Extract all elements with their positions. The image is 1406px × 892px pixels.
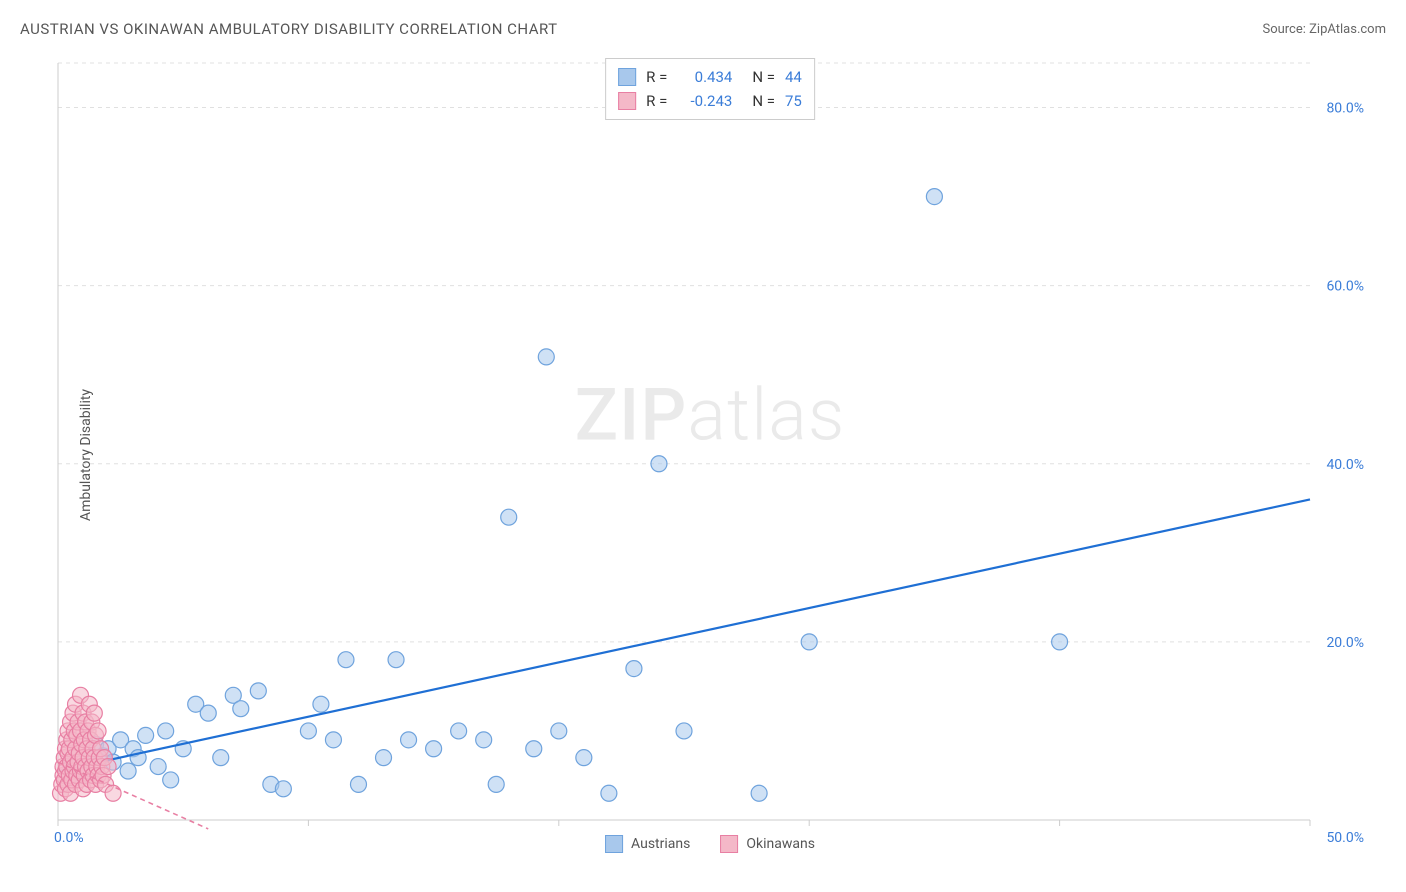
legend-label: Austrians: [631, 836, 690, 852]
data-point: [488, 776, 504, 792]
svg-text:0.0%: 0.0%: [54, 830, 84, 846]
n-value: 75: [785, 89, 802, 113]
data-point: [576, 750, 592, 766]
data-point: [801, 634, 817, 650]
r-value: -0.243: [677, 89, 732, 113]
data-point: [501, 509, 517, 525]
data-point: [120, 763, 136, 779]
data-point: [300, 723, 316, 739]
series-legend: Austrians Okinawans: [605, 835, 815, 853]
data-point: [451, 723, 467, 739]
data-point: [651, 456, 667, 472]
data-point: [313, 696, 329, 712]
n-value: 44: [785, 65, 802, 89]
data-point: [388, 652, 404, 668]
r-label: R =: [646, 89, 667, 113]
data-point: [601, 785, 617, 801]
source-attribution: Source: ZipAtlas.com: [1262, 22, 1386, 37]
stats-row: R = 0.434 N = 44: [618, 65, 802, 89]
data-point: [138, 727, 154, 743]
data-point: [676, 723, 692, 739]
data-point: [350, 776, 366, 792]
svg-text:60.0%: 60.0%: [1326, 279, 1364, 295]
data-point: [100, 759, 116, 775]
legend-swatch: [618, 68, 636, 86]
svg-text:50.0%: 50.0%: [1326, 830, 1364, 846]
chart-title: AUSTRIAN VS OKINAWAN AMBULATORY DISABILI…: [20, 20, 558, 38]
data-point: [338, 652, 354, 668]
data-point: [476, 732, 492, 748]
data-point: [213, 750, 229, 766]
legend-item: Okinawans: [720, 835, 815, 853]
svg-text:80.0%: 80.0%: [1326, 101, 1364, 117]
data-point: [86, 705, 102, 721]
stats-row: R = -0.243 N = 75: [618, 89, 802, 113]
data-point: [233, 701, 249, 717]
data-point: [325, 732, 341, 748]
data-point: [105, 785, 121, 801]
data-point: [376, 750, 392, 766]
data-point: [275, 781, 291, 797]
legend-label: Okinawans: [746, 836, 815, 852]
correlation-stats-box: R = 0.434 N = 44 R = -0.243 N = 75: [605, 58, 815, 120]
data-point: [526, 741, 542, 757]
legend-swatch: [720, 835, 738, 853]
data-point: [426, 741, 442, 757]
r-label: R =: [646, 65, 667, 89]
scatter-plot: 20.0% 40.0% 60.0% 80.0% 0.0% 50.0%: [50, 55, 1370, 855]
data-point: [200, 705, 216, 721]
data-point: [926, 189, 942, 205]
chart-area: Ambulatory Disability 20.0%40.0%60.0%80.…: [50, 55, 1370, 855]
data-point: [551, 723, 567, 739]
data-point: [158, 723, 174, 739]
svg-text:20.0%: 20.0%: [1326, 635, 1364, 651]
legend-swatch: [605, 835, 623, 853]
legend-swatch: [618, 92, 636, 110]
n-label: N =: [752, 89, 775, 113]
data-point: [538, 349, 554, 365]
data-point: [150, 759, 166, 775]
r-value: 0.434: [677, 65, 732, 89]
data-point: [1052, 634, 1068, 650]
data-point: [401, 732, 417, 748]
data-point: [250, 683, 266, 699]
data-point: [90, 723, 106, 739]
n-label: N =: [752, 65, 775, 89]
data-point: [751, 785, 767, 801]
data-point: [626, 661, 642, 677]
svg-text:40.0%: 40.0%: [1326, 457, 1364, 473]
data-point: [163, 772, 179, 788]
legend-item: Austrians: [605, 835, 690, 853]
